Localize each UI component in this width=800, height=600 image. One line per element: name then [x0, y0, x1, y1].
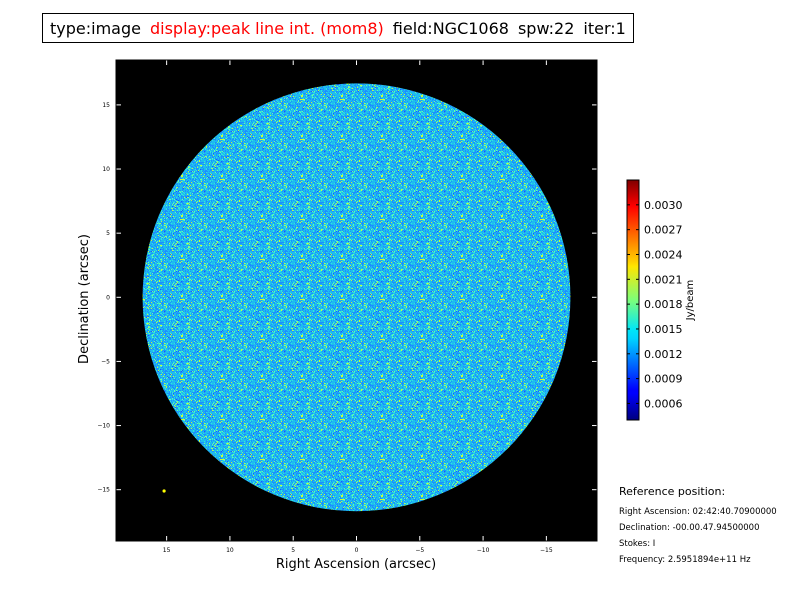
colorbar-ticks: 0.0006 0.0009 0.0012 0.0015 0.0018 0.0021 0.00… — [627, 199, 683, 410]
x-tick-label: −5 — [415, 547, 424, 554]
x-axis-label: Right Ascension (arcsec) — [276, 557, 436, 572]
title-type: type:image — [50, 18, 141, 38]
title-display: display:peak line int. (mom8) — [149, 18, 384, 38]
reference-dec: Declination: -00.00.47.94500000 — [619, 523, 760, 533]
colorbar-tick-label: 0.0030 — [644, 199, 683, 212]
x-tick-label: −10 — [477, 547, 490, 554]
reference-position-panel: Reference position: Right Ascension: 02:… — [619, 485, 777, 568]
reference-frequency: Frequency: 2.5951894e+11 Hz — [619, 555, 751, 565]
colorbar-label: Jy/beam — [685, 280, 696, 322]
x-tick-labels: 15 10 5 0 −5 −10 −15 — [163, 547, 553, 554]
reference-stokes: Stokes: I — [619, 539, 656, 549]
y-tick-label: 0 — [106, 294, 110, 301]
y-tick-label: −5 — [101, 358, 110, 365]
x-tick-label: 0 — [355, 547, 359, 554]
axis-ticks — [116, 60, 597, 541]
colorbar-tick-label: 0.0018 — [644, 298, 683, 311]
x-tick-label: 5 — [291, 547, 295, 554]
colorbar-tick-label: 0.0015 — [644, 323, 683, 336]
x-tick-label: 15 — [163, 547, 171, 554]
marker-point — [162, 489, 166, 493]
image-disk — [142, 83, 571, 512]
colorbar-tick-label: 0.0012 — [644, 348, 683, 361]
title-field: field:NGC1068 — [392, 18, 509, 38]
x-tick-label: −15 — [540, 547, 553, 554]
y-tick-label: −15 — [97, 487, 110, 494]
colorbar-tick-label: 0.0006 — [644, 397, 683, 410]
colorbar-tick-label: 0.0009 — [644, 373, 683, 386]
y-tick-label: −10 — [97, 423, 110, 430]
colorbar-tick-label: 0.0021 — [644, 273, 683, 286]
colorbar — [626, 179, 640, 421]
y-tick-label: 5 — [106, 230, 110, 237]
title-spw: spw:22 — [517, 18, 575, 38]
plot-frame — [115, 59, 598, 542]
y-tick-label: 10 — [102, 166, 110, 173]
reference-title: Reference position: — [619, 485, 726, 498]
plot-title-box: type:image display:peak line int. (mom8)… — [42, 13, 634, 43]
colorbar-tick-label: 0.0024 — [644, 248, 683, 261]
y-axis-label: Declination (arcsec) — [77, 234, 92, 364]
reference-ra: Right Ascension: 02:42:40.70900000 — [619, 507, 777, 517]
x-tick-label: 10 — [226, 547, 234, 554]
colorbar-tick-label: 0.0027 — [644, 224, 683, 237]
y-tick-label: 15 — [102, 102, 110, 109]
y-tick-labels: 15 10 5 0 −5 −10 −15 — [97, 102, 110, 494]
title-iter: iter:1 — [583, 18, 626, 38]
